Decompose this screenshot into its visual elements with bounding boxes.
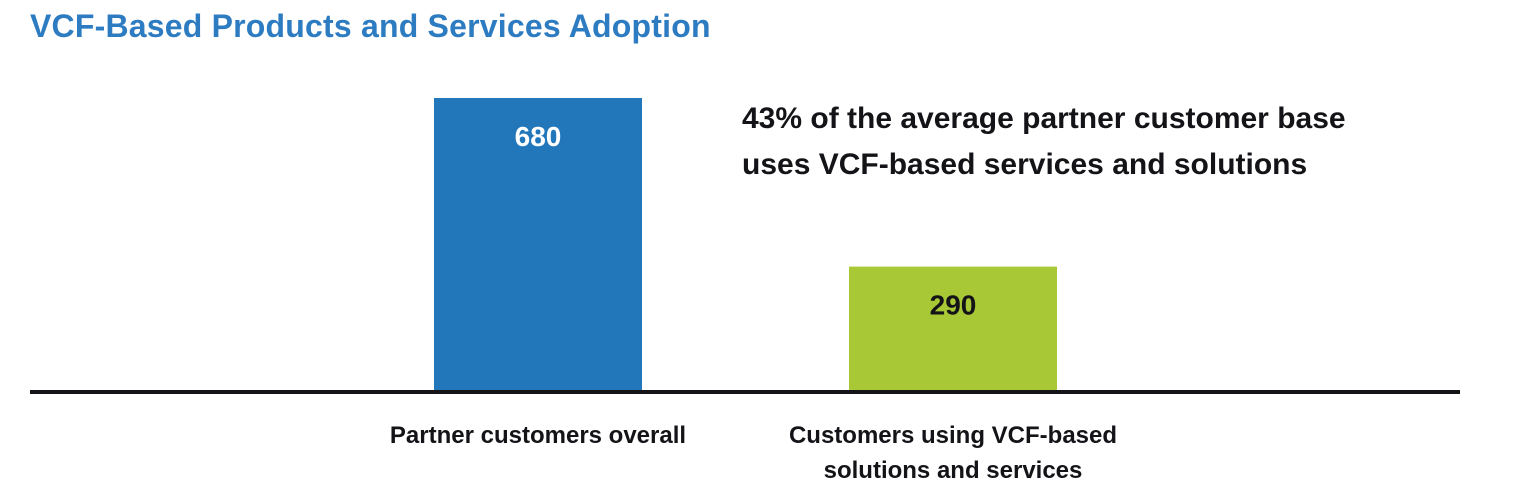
chart-annotation: 43% of the average partner customer base… [742, 96, 1462, 188]
annotation-line-2: uses VCF-based services and solutions [742, 148, 1308, 181]
bar-value-label-2: 290 [930, 290, 977, 321]
chart-title: VCF-Based Products and Services Adoption [30, 8, 711, 44]
category-label-2-line-1: Customers using VCF-based [789, 422, 1117, 449]
category-label-2: Customers using VCF-based solutions and s… [789, 422, 1117, 484]
category-label-1: Partner customers overall [390, 422, 686, 449]
annotation-line-1: 43% of the average partner customer base [742, 102, 1346, 135]
bar-1 [434, 98, 642, 392]
bar-value-label-1: 680 [515, 121, 562, 152]
bars-group: 680 290 [434, 98, 1057, 392]
category-label-2-line-2: solutions and services [824, 457, 1083, 484]
category-labels-group: Partner customers overall Customers using… [390, 422, 1117, 484]
bar-2 [849, 266, 1057, 392]
category-label-1-line-1: Partner customers overall [390, 422, 686, 449]
